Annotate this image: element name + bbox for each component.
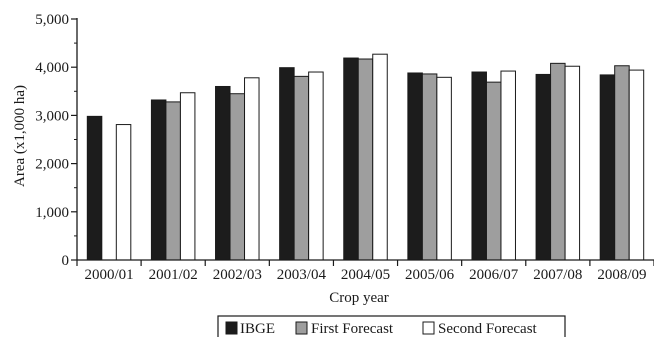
x-tick-label: 2007/08 <box>533 267 582 283</box>
bar-second-forecast-2004-05 <box>372 53 388 261</box>
bar-first-forecast-2003-04 <box>293 75 310 261</box>
x-axis-title: Crop year <box>329 290 389 306</box>
bar-ibge-2000-01 <box>86 115 103 261</box>
bar-first-forecast-2002-03 <box>229 93 246 261</box>
x-tick-label: 2002/03 <box>213 267 262 283</box>
bar-second-forecast-2002-03 <box>244 77 260 261</box>
legend-label-first-forecast: First Forecast <box>311 321 394 337</box>
y-tick-label: 3,000 <box>35 108 69 124</box>
bar-second-forecast-2003-04 <box>308 71 324 261</box>
legend-swatch-first-forecast <box>295 321 308 335</box>
bar-second-forecast-2007-08 <box>564 65 581 261</box>
bar-second-forecast-2000-01 <box>115 124 132 261</box>
bar-ibge-2006-07 <box>471 71 487 261</box>
x-tick-label: 2005/06 <box>405 267 455 283</box>
x-tick-label: 2001/02 <box>149 267 198 283</box>
bar-ibge-2001-02 <box>150 99 167 261</box>
legend-swatch-ibge <box>225 321 238 335</box>
bar-second-forecast-2005-06 <box>436 76 452 261</box>
bar-ibge-2003-04 <box>279 67 295 261</box>
bar-second-forecast-2001-02 <box>179 92 196 261</box>
y-tick-label: 2,000 <box>35 157 69 173</box>
x-tick-label: 2000/01 <box>84 267 133 283</box>
bar-ibge-2005-06 <box>407 72 423 261</box>
legend-label-ibge: IBGE <box>240 321 275 337</box>
axes-layer <box>71 18 654 266</box>
bar-ibge-2004-05 <box>343 57 359 261</box>
bar-ibge-2002-03 <box>215 85 231 261</box>
legend: IBGE First Forecast Second Forecast <box>217 315 566 337</box>
y-tick-label: 5,000 <box>35 12 69 28</box>
x-tick-label: 2004/05 <box>341 267 390 283</box>
y-tick-label: 1,000 <box>35 205 69 221</box>
bar-first-forecast-2006-07 <box>485 81 502 261</box>
bar-first-forecast-2008-09 <box>614 65 630 261</box>
bar-ibge-2007-08 <box>535 73 552 261</box>
bar-first-forecast-2001-02 <box>165 101 181 261</box>
legend-label-second-forecast: Second Forecast <box>438 321 538 337</box>
y-tick-label: 4,000 <box>35 60 69 76</box>
bar-second-forecast-2008-09 <box>628 69 645 261</box>
bars-layer <box>86 53 645 261</box>
bar-ibge-2008-09 <box>599 74 616 261</box>
y-axis-title: Area (x1,000 ha) <box>12 85 28 187</box>
y-tick-label: 0 <box>62 253 70 269</box>
x-tick-label: 2006/07 <box>469 267 519 283</box>
bar-first-forecast-2007-08 <box>550 62 566 261</box>
x-tick-label: 2008/09 <box>597 267 646 283</box>
tick-labels-layer: 0 1,000 2,000 3,000 4,000 5,000 2000/01 2001/02… <box>35 12 646 283</box>
bar-first-forecast-2004-05 <box>357 58 374 261</box>
x-tick-label: 2003/04 <box>277 267 327 283</box>
legend-swatch-second-forecast <box>422 321 435 335</box>
bar-first-forecast-2005-06 <box>421 73 438 261</box>
bar-second-forecast-2006-07 <box>500 70 516 261</box>
